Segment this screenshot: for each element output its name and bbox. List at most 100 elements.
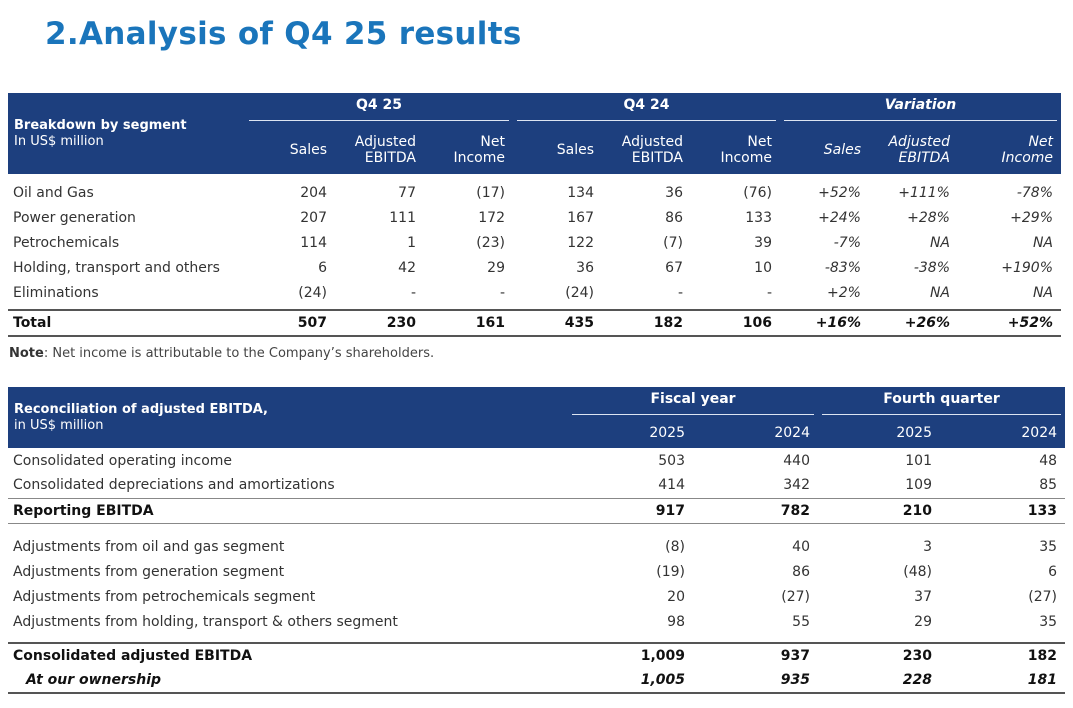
- table-cell: 42: [398, 259, 416, 276]
- table-cell: 101: [905, 452, 932, 469]
- row-label: Total: [8, 309, 245, 337]
- section-number: 2.: [45, 16, 79, 52]
- table-cell: NA: [1032, 284, 1054, 301]
- table-cell: 133: [940, 498, 1066, 524]
- table-row: Adjustments from petrochemicals segment 2…: [8, 584, 1065, 609]
- table-cell: 111: [389, 209, 416, 226]
- spacer-row: [8, 523, 1065, 534]
- group-header-q4-25: Q4 25: [245, 93, 513, 125]
- row-label: Adjustments from holding, transport & ot…: [13, 613, 398, 630]
- table-cell: (76): [743, 184, 772, 201]
- table-cell: 1: [407, 234, 416, 251]
- table-cell: 207: [300, 209, 327, 226]
- table-cell: (27): [781, 588, 810, 605]
- table-row: Consolidated depreciations and amortizat…: [8, 473, 1066, 499]
- table-cell: 6: [318, 259, 327, 276]
- table-cell: NA: [1032, 234, 1054, 251]
- group-header-q4-24: Q4 24: [513, 93, 780, 125]
- table-cell: 37: [914, 588, 932, 605]
- table-cell: -: [677, 284, 683, 301]
- table-row: Adjustments from holding, transport & ot…: [8, 609, 1065, 634]
- table-cell: 77: [398, 184, 416, 201]
- table-cell: 10: [754, 259, 772, 276]
- table-cell: 917: [568, 498, 693, 524]
- table-row: Adjustments from generation segment (19) 8…: [8, 559, 1065, 584]
- table-cell: NA: [929, 284, 950, 301]
- table-cell: 503: [658, 452, 685, 469]
- table-row: Consolidated adjusted EBITDA 1,009 937 230 1…: [8, 642, 1066, 668]
- row-label: Oil and Gas: [13, 184, 94, 201]
- col-q4-2024: 2024: [940, 418, 1066, 448]
- table-cell: 1,005: [568, 668, 693, 694]
- col-sales-variation: Sales: [780, 125, 869, 174]
- table-cell: 230: [335, 309, 424, 337]
- table-cell: 134: [567, 184, 594, 201]
- table-row: Oil and Gas 204 77 (17) 134 36 (76) +52% +111% -7…: [8, 180, 1061, 205]
- table-cell: 782: [693, 498, 818, 524]
- spacer-row: [8, 634, 1065, 643]
- table-cell: 40: [792, 538, 810, 555]
- table-cell: 507: [245, 309, 335, 337]
- table-row: Petrochemicals 114 1 (23) 122 (7) 39 -7% NA NA: [8, 230, 1061, 255]
- table-cell: 172: [478, 209, 505, 226]
- row-label: Holding, transport and others: [13, 259, 220, 276]
- table-cell: NA: [929, 234, 950, 251]
- table-cell: +52%: [958, 309, 1062, 337]
- table-cell: 133: [745, 209, 772, 226]
- group-header-variation: Variation: [780, 93, 1062, 125]
- table-cell: +16%: [780, 309, 869, 337]
- table-cell: 3: [923, 538, 932, 555]
- table-cell: -38%: [913, 259, 950, 276]
- table-row: Consolidated operating income 503 440 101 48: [8, 448, 1065, 473]
- footnote: Note: Net income is attributable to the …: [9, 346, 435, 361]
- table-cell: 35: [1039, 538, 1058, 555]
- page-title: 2.Analysis of Q4 25 results: [9, 16, 522, 52]
- ebitda-reconciliation-table: Reconciliation of adjusted EBITDA, in US$…: [8, 387, 1066, 694]
- table-cell: 48: [1039, 452, 1058, 469]
- col-adjusted-ebitda: Adjusted EBITDA: [335, 125, 424, 174]
- table-cell: 937: [693, 642, 818, 668]
- col-net-income-variation: Net Income: [958, 125, 1062, 174]
- group-header-fiscal-year: Fiscal year: [568, 387, 818, 418]
- table-cell: (19): [656, 563, 685, 580]
- table-cell: (8): [665, 538, 685, 555]
- row-label: At our ownership: [8, 668, 568, 694]
- table-cell: 67: [665, 259, 683, 276]
- row-label: Eliminations: [13, 284, 99, 301]
- table-cell: 29: [914, 613, 932, 630]
- row-label: Reporting EBITDA: [8, 498, 568, 524]
- table-cell: 35: [1039, 613, 1058, 630]
- row-label: Adjustments from oil and gas segment: [13, 538, 285, 555]
- table-cell: -7%: [833, 234, 861, 251]
- row-label: Adjustments from petrochemicals segment: [13, 588, 316, 605]
- table-row: Power generation 207 111 172 167 86 133 +24% +28…: [8, 205, 1061, 230]
- col-net-income: Net Income: [424, 125, 513, 174]
- segment-header-label: Breakdown by segment In US$ million: [8, 93, 245, 174]
- table-cell: 181: [940, 668, 1066, 694]
- table-cell: -78%: [1016, 184, 1054, 201]
- table-cell: (23): [476, 234, 505, 251]
- row-label: Petrochemicals: [13, 234, 120, 251]
- table-cell: +52%: [818, 184, 861, 201]
- table-cell: 86: [665, 209, 683, 226]
- table-cell: 39: [754, 234, 772, 251]
- table-row: Reporting EBITDA 917 782 210 133: [8, 498, 1066, 524]
- table-cell: (7): [663, 234, 683, 251]
- table-cell: 36: [576, 259, 594, 276]
- table-cell: 440: [783, 452, 810, 469]
- col-net-income: Net Income: [691, 125, 780, 174]
- row-label: Consolidated depreciations and amortizat…: [8, 473, 568, 499]
- table-cell: 106: [691, 309, 780, 337]
- table-cell: +190%: [1001, 259, 1054, 276]
- table-row: Total 507 230 161 435 182 106 +16% +26% +52%: [8, 309, 1062, 337]
- table-cell: (17): [476, 184, 505, 201]
- table-cell: 182: [602, 309, 691, 337]
- row-label: Consolidated adjusted EBITDA: [8, 642, 568, 668]
- table-cell: 935: [693, 668, 818, 694]
- col-adjusted-ebitda-variation: Adjusted EBITDA: [869, 125, 958, 174]
- table-cell: 182: [940, 642, 1066, 668]
- row-label: Consolidated operating income: [13, 452, 233, 469]
- table-cell: -83%: [824, 259, 861, 276]
- table-cell: +111%: [898, 184, 950, 201]
- table-cell: +28%: [907, 209, 950, 226]
